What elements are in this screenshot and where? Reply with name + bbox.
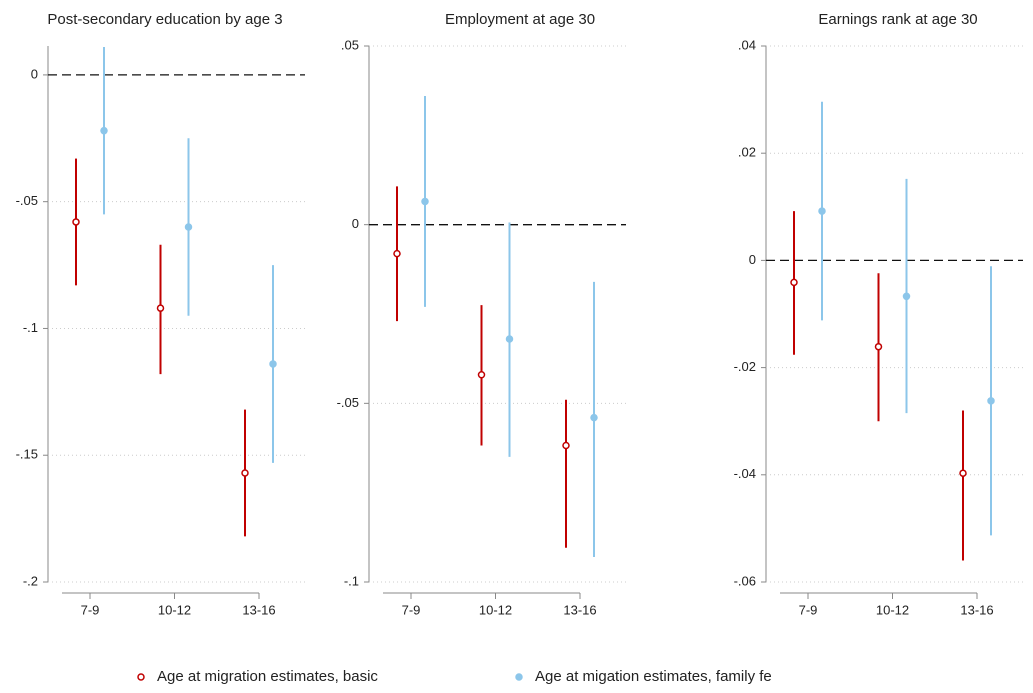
point <box>987 397 995 405</box>
point <box>72 218 80 226</box>
point <box>421 197 429 206</box>
y-tick-label: -.15 <box>16 447 38 462</box>
y-tick-label: -.05 <box>16 193 38 208</box>
x-tick-label: 13-16 <box>242 602 275 617</box>
point <box>100 126 108 135</box>
point <box>393 249 401 258</box>
chart-title: Employment at age 30 <box>445 11 595 28</box>
chart-title: Earnings rank at age 30 <box>818 11 977 28</box>
point <box>184 223 193 231</box>
y-tick-label: -.06 <box>734 573 756 588</box>
y-tick-label: -.04 <box>734 466 756 481</box>
panel: Post-secondary education by age 3 0 -.05 -.… <box>16 11 305 617</box>
y-tick-label: -.02 <box>734 359 756 374</box>
point <box>241 469 249 477</box>
y-tick-label: .04 <box>738 37 756 52</box>
legend-marker <box>137 673 145 681</box>
point <box>505 335 514 343</box>
x-tick-label: 13-16 <box>563 602 596 617</box>
point <box>562 441 570 450</box>
y-tick-label: -.05 <box>337 395 359 410</box>
point <box>156 304 165 312</box>
x-tick-label: 7-9 <box>402 602 421 617</box>
point <box>902 292 911 301</box>
legend-label: Age at migration estimates, basic <box>157 668 378 685</box>
panel: Employment at age 30 .05 0 -.05 -.1 7-9 10-12 1… <box>337 11 626 617</box>
y-tick-label: -.2 <box>23 573 38 588</box>
x-tick-label: 13-16 <box>960 602 993 617</box>
point <box>477 370 486 379</box>
y-tick-label: .05 <box>341 37 359 52</box>
x-tick-label: 10-12 <box>876 602 909 617</box>
y-tick-label: 0 <box>31 66 38 81</box>
x-tick-label: 10-12 <box>479 602 512 617</box>
x-tick-label: 10-12 <box>158 602 191 617</box>
chart-title: Post-secondary education by age 3 <box>47 11 282 28</box>
x-tick-label: 7-9 <box>81 602 100 617</box>
point <box>269 360 277 368</box>
point <box>790 278 798 287</box>
y-tick-label: 0 <box>749 252 756 267</box>
panel: Earnings rank at age 30 .04 .02 0 -.02 -.04 -.… <box>734 11 1023 617</box>
point <box>818 207 826 215</box>
legend-marker <box>515 673 523 681</box>
y-tick-label: -.1 <box>344 573 359 588</box>
point <box>874 342 883 351</box>
y-tick-label: 0 <box>352 216 359 231</box>
legend-label: Age at migation estimates, family fe <box>535 668 772 685</box>
point <box>959 469 967 477</box>
y-tick-label: -.1 <box>23 320 38 335</box>
point <box>590 413 598 422</box>
y-tick-label: .02 <box>738 145 756 160</box>
x-tick-label: 7-9 <box>799 602 818 617</box>
